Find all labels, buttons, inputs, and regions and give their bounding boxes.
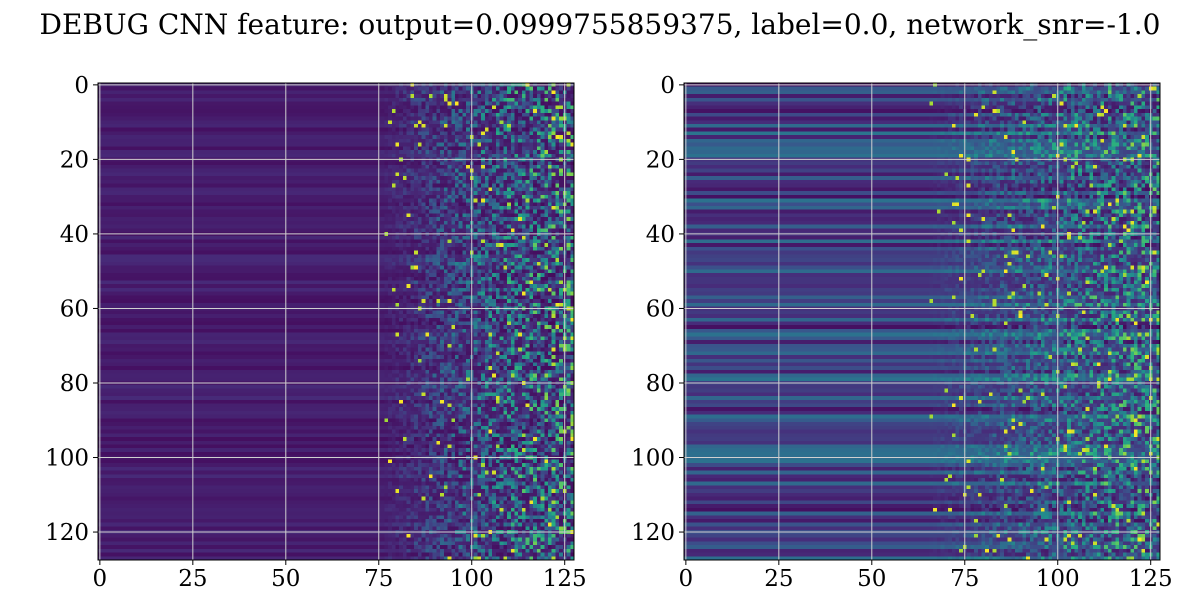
y-tick-label: 40 <box>60 222 89 248</box>
x-tick-label: 25 <box>178 566 207 592</box>
y-tick-label: 0 <box>660 73 675 99</box>
x-tick-label: 125 <box>1129 566 1173 592</box>
axes-frame <box>97 82 575 561</box>
axes-frame <box>683 82 1161 561</box>
x-tick-label: 125 <box>543 566 587 592</box>
heatmap-image <box>98 83 574 560</box>
y-tick-label: 80 <box>646 371 675 397</box>
x-tick-label: 75 <box>950 566 979 592</box>
x-tick-label: 100 <box>450 566 494 592</box>
y-tick-label: 100 <box>45 446 89 472</box>
figure-title: DEBUG CNN feature: output=0.099975585937… <box>39 8 1161 41</box>
x-tick-label: 0 <box>679 566 694 592</box>
heatmap-image <box>684 83 1160 560</box>
y-tick-label: 120 <box>45 520 89 546</box>
y-tick-label: 20 <box>646 147 675 173</box>
x-tick-label: 0 <box>93 566 108 592</box>
y-tick-label: 40 <box>646 222 675 248</box>
x-tick-label: 50 <box>271 566 300 592</box>
y-tick-label: 100 <box>631 446 675 472</box>
y-tick-label: 60 <box>60 296 89 322</box>
x-tick-label: 100 <box>1036 566 1080 592</box>
y-tick-label: 120 <box>631 520 675 546</box>
x-tick-label: 25 <box>764 566 793 592</box>
y-tick-label: 60 <box>646 296 675 322</box>
y-tick-label: 80 <box>60 371 89 397</box>
x-tick-label: 50 <box>857 566 886 592</box>
y-tick-label: 0 <box>74 73 89 99</box>
y-tick-label: 20 <box>60 147 89 173</box>
x-tick-label: 75 <box>364 566 393 592</box>
